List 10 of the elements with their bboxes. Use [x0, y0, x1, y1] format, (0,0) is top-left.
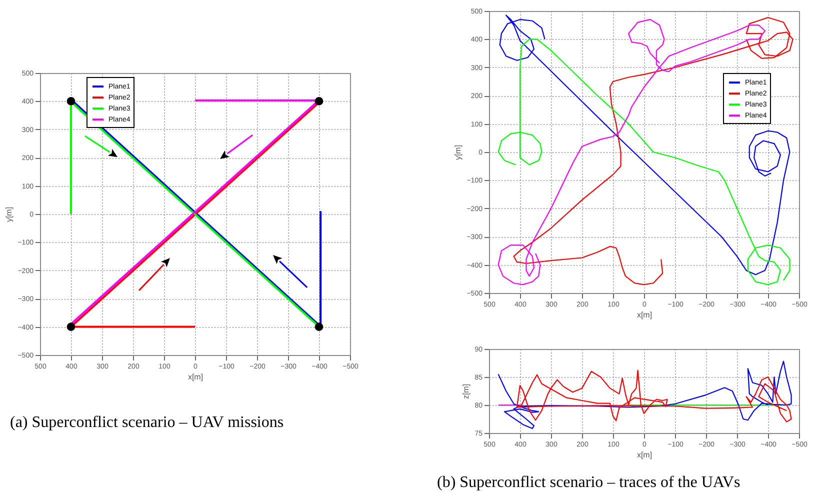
- y-axis-title: y[m]: [4, 206, 14, 222]
- text: (b) Superconflict scenario – traces of the UAVs: [437, 474, 740, 492]
- line-series: [498, 360, 792, 430]
- line-series: [516, 370, 792, 422]
- x-axis-title: x[m]: [188, 372, 204, 382]
- x-axis-title: x[m]: [636, 310, 652, 320]
- y-axis-title: y[m]: [454, 144, 463, 160]
- text: (a) Superconflict scenario – UAV missions: [10, 414, 284, 432]
- y-axis-title: z[m]: [462, 384, 471, 400]
- x-axis-title: x[m]: [636, 450, 652, 460]
